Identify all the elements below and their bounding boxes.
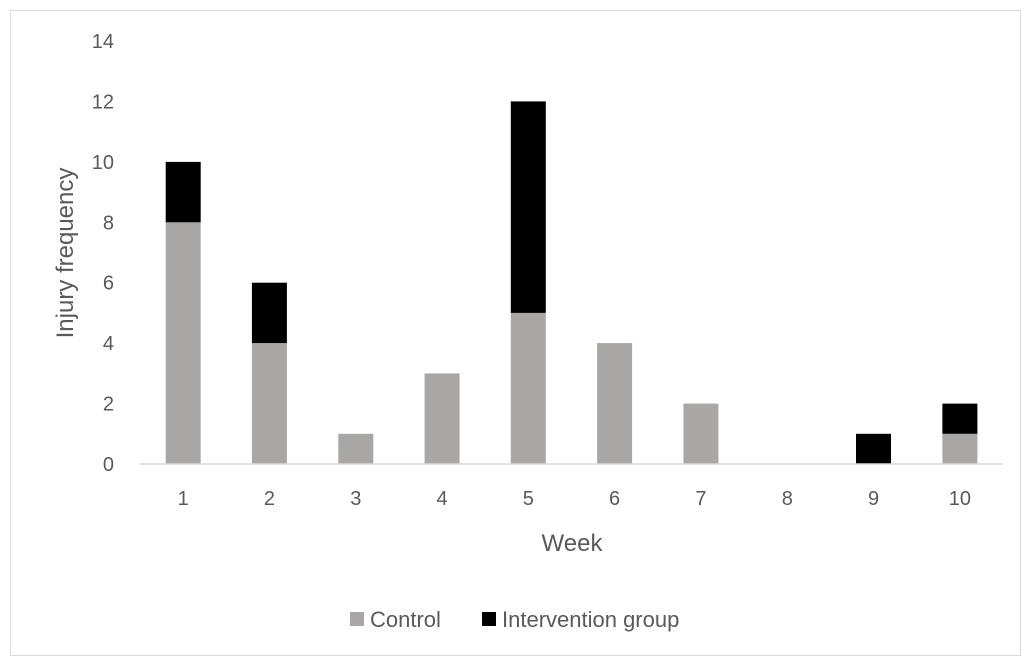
legend-swatch-0 <box>350 612 364 626</box>
x-tick-label: 10 <box>949 488 971 510</box>
x-tick-label: 7 <box>695 488 706 510</box>
bar-week-2-series-0 <box>251 343 287 464</box>
bar-week-6-series-0 <box>597 343 633 464</box>
legend-swatch-1 <box>482 612 496 626</box>
y-tick-labels: 0 2 4 6 8 10 12 14 <box>92 31 114 476</box>
bar-week-4-series-0 <box>424 373 460 464</box>
bar-week-5-series-0 <box>510 312 546 464</box>
y-tick-label: 2 <box>103 394 114 416</box>
bars-layer <box>165 101 978 464</box>
legend-label-0: Control <box>370 607 441 632</box>
x-tick-label: 5 <box>523 488 534 510</box>
bar-week-5-series-1 <box>510 101 546 313</box>
x-tick-label: 4 <box>437 488 448 510</box>
y-tick-label: 0 <box>103 454 114 476</box>
bar-week-1-series-1 <box>165 161 201 223</box>
x-tick-label: 9 <box>868 488 879 510</box>
y-tick-label: 8 <box>103 212 114 234</box>
bar-week-1-series-0 <box>165 222 201 464</box>
y-tick-label: 6 <box>103 273 114 295</box>
bar-week-10-series-1 <box>942 403 978 434</box>
x-tick-labels: 1 2 3 4 5 6 7 8 9 10 <box>178 488 971 510</box>
bar-week-2-series-1 <box>251 282 287 344</box>
y-tick-label: 12 <box>92 91 114 113</box>
bar-week-9-series-1 <box>856 433 891 464</box>
legend-label-1: Intervention group <box>502 607 679 632</box>
x-tick-label: 2 <box>264 488 275 510</box>
bar-week-10-series-0 <box>942 433 978 464</box>
bar-week-3-series-0 <box>338 433 374 464</box>
legend: Control Intervention group <box>350 607 679 632</box>
y-tick-label: 14 <box>92 31 114 53</box>
y-axis-title: Injury frequency <box>52 168 79 339</box>
x-axis-title: Week <box>542 530 604 557</box>
x-tick-label: 1 <box>178 488 189 510</box>
y-tick-label: 10 <box>92 152 114 174</box>
x-tick-label: 8 <box>782 488 793 510</box>
bar-week-7-series-0 <box>683 403 719 464</box>
x-tick-label: 6 <box>609 488 620 510</box>
x-tick-label: 3 <box>350 488 361 510</box>
y-tick-label: 4 <box>103 333 114 355</box>
